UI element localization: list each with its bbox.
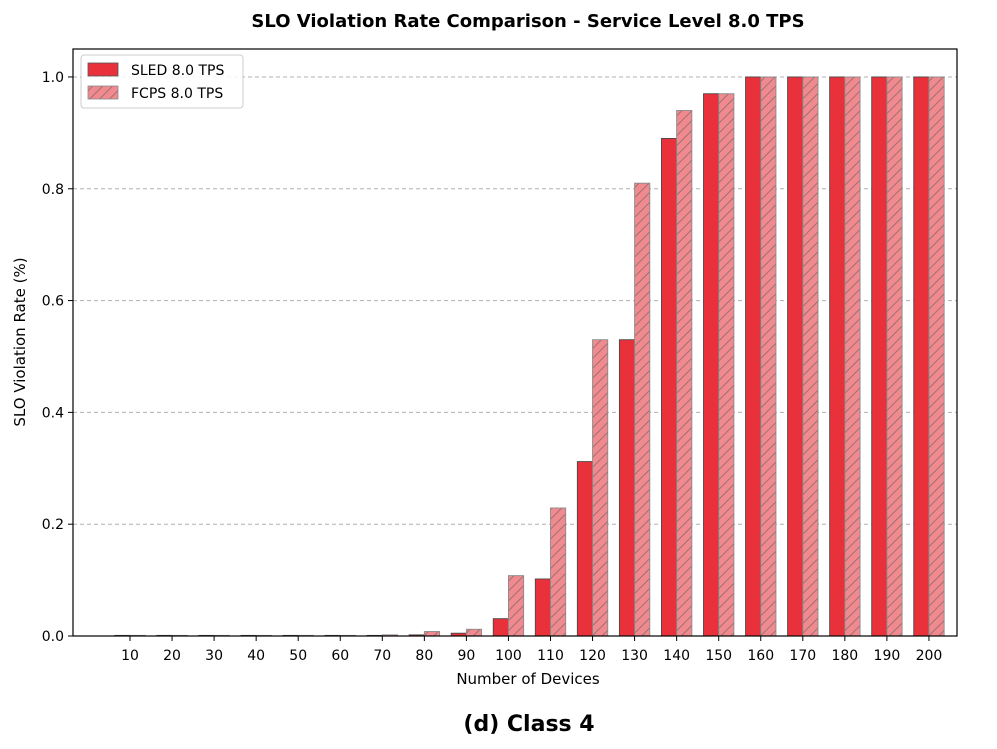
x-tick-label: 80 (415, 648, 433, 664)
bars (114, 76, 945, 637)
x-axis: 10 20 30 40 50 60 70 80 90 100 110 120 130 140 150 160 1… (121, 636, 942, 664)
legend-label-sled: SLED 8.0 TPS (131, 63, 224, 79)
x-tick-label: 40 (247, 648, 265, 664)
x-tick-label: 30 (205, 648, 223, 664)
bar-sled (534, 578, 551, 637)
x-tick-label: 130 (621, 648, 648, 664)
y-tick-label: 0.6 (42, 294, 64, 310)
x-tick-label: 90 (457, 648, 475, 664)
y-tick-label: 0.0 (42, 629, 64, 645)
bar-fcps (550, 507, 567, 637)
x-tick-label: 20 (163, 648, 181, 664)
bar-sled (618, 339, 636, 637)
bar-fcps (423, 631, 441, 637)
bar-fcps (760, 76, 777, 637)
x-tick-label: 200 (916, 648, 943, 664)
x-tick-label: 110 (537, 648, 564, 664)
x-tick-label: 120 (579, 648, 606, 664)
y-axis-label: SLO Violation Rate (%) (11, 257, 29, 426)
x-tick-label: 50 (289, 648, 307, 664)
legend-swatch-fcps (87, 85, 119, 100)
bar-sled (787, 76, 804, 637)
x-tick-label: 10 (121, 648, 139, 664)
x-tick-label: 100 (495, 648, 522, 664)
y-tick-label: 1.0 (42, 70, 64, 86)
x-tick-label: 170 (789, 648, 816, 664)
y-axis: 0.0 0.2 0.4 0.6 0.8 1.0 (42, 70, 73, 645)
bar-fcps (676, 110, 693, 637)
x-tick-label: 180 (831, 648, 858, 664)
bar-fcps (634, 182, 651, 637)
bar-fcps (718, 93, 735, 637)
y-tick-label: 0.4 (42, 405, 64, 421)
bar-sled (661, 137, 678, 637)
gridlines (73, 76, 957, 525)
x-tick-label: 160 (747, 648, 774, 664)
chart-title: SLO Violation Rate Comparison - Service … (251, 11, 804, 32)
legend-swatch-sled (87, 62, 119, 77)
bar-sled (492, 618, 509, 637)
x-tick-label: 150 (705, 648, 732, 664)
y-tick-label: 0.2 (42, 517, 64, 533)
bar-sled (913, 76, 930, 637)
figure-caption: (d) Class 4 (463, 712, 594, 737)
bar-fcps (928, 76, 945, 637)
bar-sled (829, 76, 846, 637)
bar-sled (703, 93, 720, 637)
bar-sled (576, 461, 593, 637)
legend-frame (80, 54, 244, 109)
x-tick-label: 70 (373, 648, 391, 664)
x-axis-label: Number of Devices (456, 670, 600, 688)
bar-fcps (886, 76, 903, 637)
bar-fcps (465, 628, 483, 637)
legend-label-fcps: FCPS 8.0 TPS (131, 86, 223, 102)
legend: SLED 8.0 TPS FCPS 8.0 TPS (80, 54, 244, 109)
bar-sled (745, 76, 762, 637)
bar-fcps (508, 575, 525, 637)
x-tick-label: 140 (663, 648, 690, 664)
plot-frame (72, 48, 958, 637)
y-tick-label: 0.8 (42, 182, 64, 198)
x-tick-label: 60 (331, 648, 349, 664)
x-tick-label: 190 (874, 648, 901, 664)
bar-fcps (844, 76, 861, 637)
bar-sled (871, 76, 888, 637)
bar-fcps (592, 339, 609, 637)
bar-fcps (802, 76, 819, 637)
